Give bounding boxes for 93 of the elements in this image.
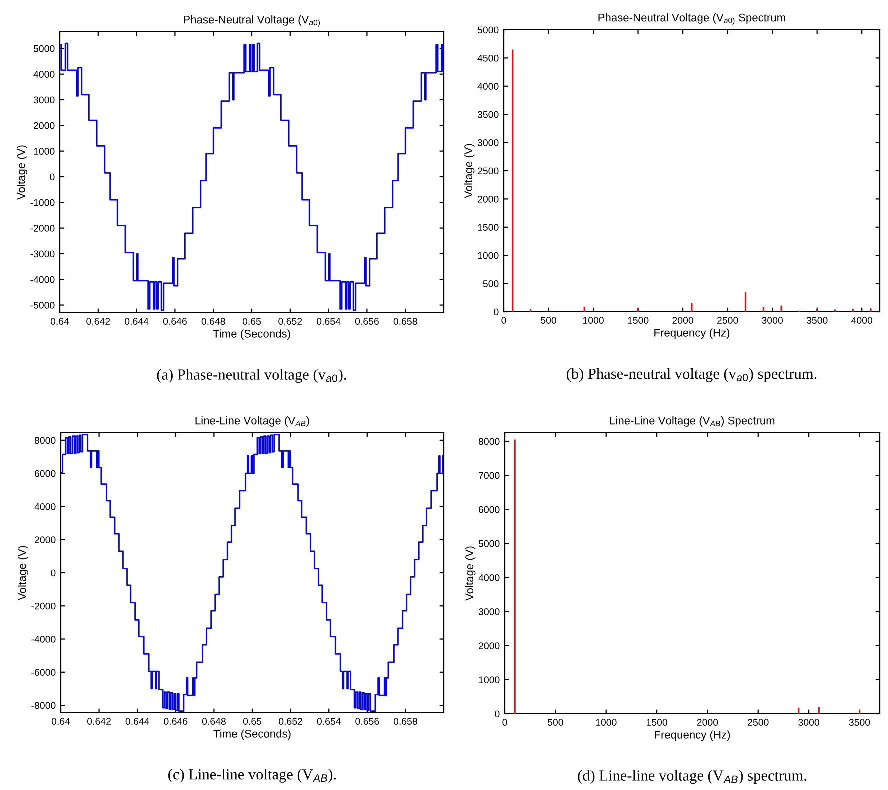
x-tick-label: 500 — [541, 317, 556, 324]
y-tick-label: 2000 — [34, 122, 55, 130]
x-tick-label: 0.644 — [125, 318, 149, 325]
text: (d) Line-line voltage (V$_{AB}$) spectrum. — [578, 770, 806, 784]
y-tick-label: 4000 — [34, 503, 56, 510]
y-tick-label: 7000 — [479, 472, 500, 480]
x-tick-label: 0.646 — [164, 718, 188, 725]
y-tick-label: -4000 — [30, 276, 55, 284]
y-tick-label: 8000 — [478, 438, 500, 446]
x-tick-label: 0 — [502, 317, 506, 324]
x-tick-label: 2500 — [717, 317, 738, 324]
x-tick-label: 0.656 — [355, 318, 379, 325]
x-tick-label: 0.648 — [202, 318, 226, 325]
x-tick-label: 0.648 — [202, 718, 226, 725]
y-tick-label: -6000 — [32, 669, 56, 676]
x-tick-label: 0.642 — [86, 318, 110, 325]
y-tick-label: 3000 — [478, 608, 500, 616]
x-tick-label: 0.652 — [279, 718, 302, 725]
chart-title: Line-Line Voltage (V$_{AB}$) Spectrum — [610, 416, 775, 427]
x-tick-label: 1000 — [583, 317, 604, 324]
x-axis-title: Frequency (Hz) — [654, 328, 730, 340]
x-tick-label: 1500 — [646, 719, 668, 726]
x-tick-label: 1500 — [628, 317, 649, 324]
x-tick-label: 0.654 — [317, 318, 341, 325]
y-tick-label: 1000 — [34, 148, 55, 155]
y-tick-label: 4000 — [478, 574, 500, 582]
x-tick-label: 0.658 — [394, 718, 418, 725]
y-axis-title: Voltage (V) — [18, 546, 28, 600]
x-tick-label: 4000 — [852, 317, 873, 324]
x-tick-label: 0.644 — [126, 718, 150, 725]
x-tick-label: 2500 — [748, 719, 769, 726]
x-tick-label: 0.64 — [52, 718, 70, 725]
y-tick-label: -1000 — [30, 199, 55, 206]
text: (c) Line-line voltage (V$_{AB}$). — [168, 769, 336, 783]
chart-title: Phase-Neutral Voltage (V$_{a0)}$ — [184, 16, 320, 27]
y-tick-label: -3000 — [30, 250, 55, 258]
chart-title: Phase-Neutral Voltage (V$_{a0)}$ Spectrum — [598, 14, 786, 25]
x-tick-label: 0.64 — [50, 318, 70, 325]
x-tick-label: 2000 — [672, 317, 694, 324]
y-axis-title: Voltage (V) — [464, 144, 475, 198]
y-tick-label: 3500 — [478, 111, 499, 118]
y-tick-label: 5000 — [478, 540, 500, 548]
chart-title: Line-Line Voltage (V$_{AB}$) — [196, 416, 310, 427]
x-tick-label: 0.642 — [88, 718, 111, 725]
x-tick-label: 3500 — [849, 719, 870, 726]
text: (b) Phase-neutral voltage (v$_{a0}$) spectrum. — [567, 368, 817, 382]
y-tick-label: -2000 — [30, 225, 55, 232]
y-tick-label: 2000 — [478, 196, 499, 203]
x-tick-label: 0.652 — [278, 318, 302, 325]
x-tick-label: 0.65 — [242, 318, 262, 325]
x-tick-label: 3000 — [762, 317, 784, 324]
y-tick-label: 1000 — [478, 252, 499, 260]
y-axis-title: Voltage (V) — [17, 146, 28, 200]
y-tick-label: 8000 — [34, 437, 56, 444]
x-tick-label: 0 — [502, 719, 508, 726]
y-tick-label: 6000 — [35, 470, 56, 478]
x-tick-label: 0.654 — [317, 718, 341, 725]
y-axis-title: Voltage (V) — [465, 546, 476, 601]
x-tick-label: 0.658 — [394, 318, 418, 325]
y-tick-label: 4500 — [478, 54, 499, 62]
y-tick-label: 6000 — [479, 506, 500, 514]
y-tick-label: 4000 — [478, 83, 499, 90]
y-tick-label: 0 — [51, 570, 56, 577]
y-tick-label: 1500 — [478, 224, 499, 232]
y-tick-label: 0 — [495, 710, 500, 718]
y-tick-label: 5000 — [478, 26, 499, 34]
y-tick-label: -2000 — [32, 602, 56, 610]
y-tick-label: 2000 — [35, 536, 56, 544]
y-tick-label: -5000 — [30, 302, 55, 309]
x-axis-title: Frequency (Hz) — [655, 730, 730, 742]
y-tick-label: 2000 — [479, 642, 500, 650]
y-tick-label: -8000 — [32, 702, 56, 710]
x-tick-label: 500 — [548, 719, 564, 726]
y-tick-label: 3000 — [34, 96, 55, 104]
y-tick-label: -4000 — [32, 636, 56, 643]
x-tick-label: 3000 — [798, 719, 820, 726]
y-tick-label: 5000 — [34, 45, 55, 52]
y-tick-label: 1000 — [479, 676, 500, 684]
x-tick-label: 2000 — [697, 719, 718, 726]
y-tick-label: 500 — [483, 280, 499, 288]
x-axis-title: Time (Seconds) — [214, 730, 291, 740]
y-tick-label: 3000 — [478, 140, 499, 146]
y-tick-label: 0 — [50, 174, 55, 181]
text: (a) Phase-neutral voltage (v$_{a0}$). — [157, 369, 346, 384]
x-tick-label: 0.65 — [243, 718, 262, 725]
x-tick-label: 1000 — [596, 719, 617, 726]
x-axis-title: Time (Seconds) — [213, 330, 290, 340]
x-tick-label: 3500 — [806, 317, 828, 324]
y-tick-label: 4000 — [34, 71, 55, 78]
y-tick-label: 0 — [494, 308, 499, 316]
x-tick-label: 0.646 — [163, 318, 187, 325]
y-tick-label: 2500 — [478, 168, 499, 175]
x-tick-label: 0.656 — [356, 718, 380, 725]
